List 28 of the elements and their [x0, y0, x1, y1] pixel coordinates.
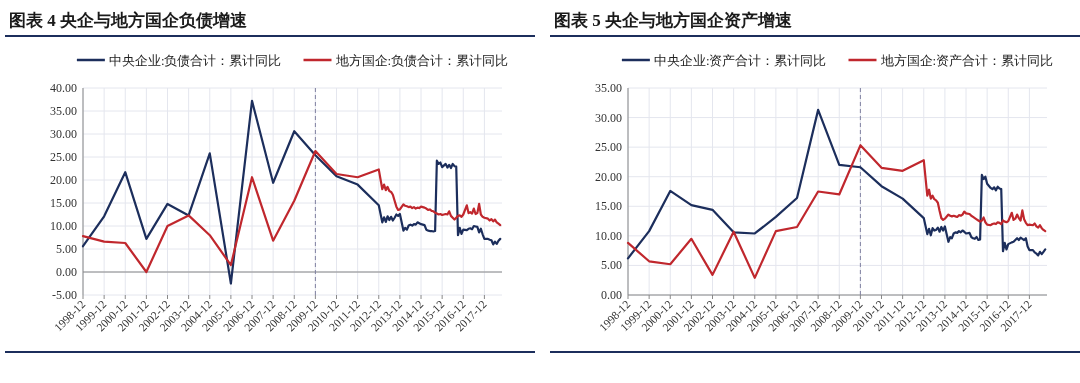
y-tick-label: 25.00: [50, 150, 77, 164]
chart-title: 图表 4 央企与地方国企负债增速: [9, 11, 247, 30]
y-tick-label: 25.00: [595, 140, 622, 155]
line-series: [626, 108, 1047, 260]
chart-title: 图表 5 央企与地方国企资产增速: [554, 11, 792, 30]
y-tick-label: 15.00: [50, 196, 77, 210]
line-series: [626, 144, 1047, 279]
y-tick-label: 40.00: [50, 81, 77, 95]
y-tick-label: 35.00: [595, 81, 622, 95]
y-tick-label: 20.00: [595, 169, 622, 184]
y-tick-label: 35.00: [50, 104, 77, 118]
line-series: [81, 149, 502, 274]
legend-label: 地方国企:资产合计：累计同比: [879, 53, 1054, 68]
y-tick-label: 10.00: [595, 228, 622, 243]
y-tick-label: 20.00: [50, 173, 77, 187]
y-tick-label: 30.00: [50, 127, 77, 141]
legend-label: 中央企业:负债合计：累计同比: [108, 53, 282, 68]
y-tick-label: 15.00: [595, 199, 622, 214]
legend-label: 地方国企:负债合计：累计同比: [334, 53, 509, 68]
y-tick-label: 0.00: [601, 288, 622, 302]
y-tick-label: 10.00: [50, 219, 77, 233]
line-series: [81, 99, 502, 285]
y-tick-label: 5.00: [56, 242, 77, 256]
legend-label: 中央企业:资产合计：累计同比: [653, 53, 827, 68]
y-tick-label: -5.00: [52, 288, 77, 302]
y-tick-label: 5.00: [601, 258, 622, 273]
y-tick-label: 30.00: [595, 110, 622, 125]
y-tick-label: 0.00: [56, 265, 77, 279]
